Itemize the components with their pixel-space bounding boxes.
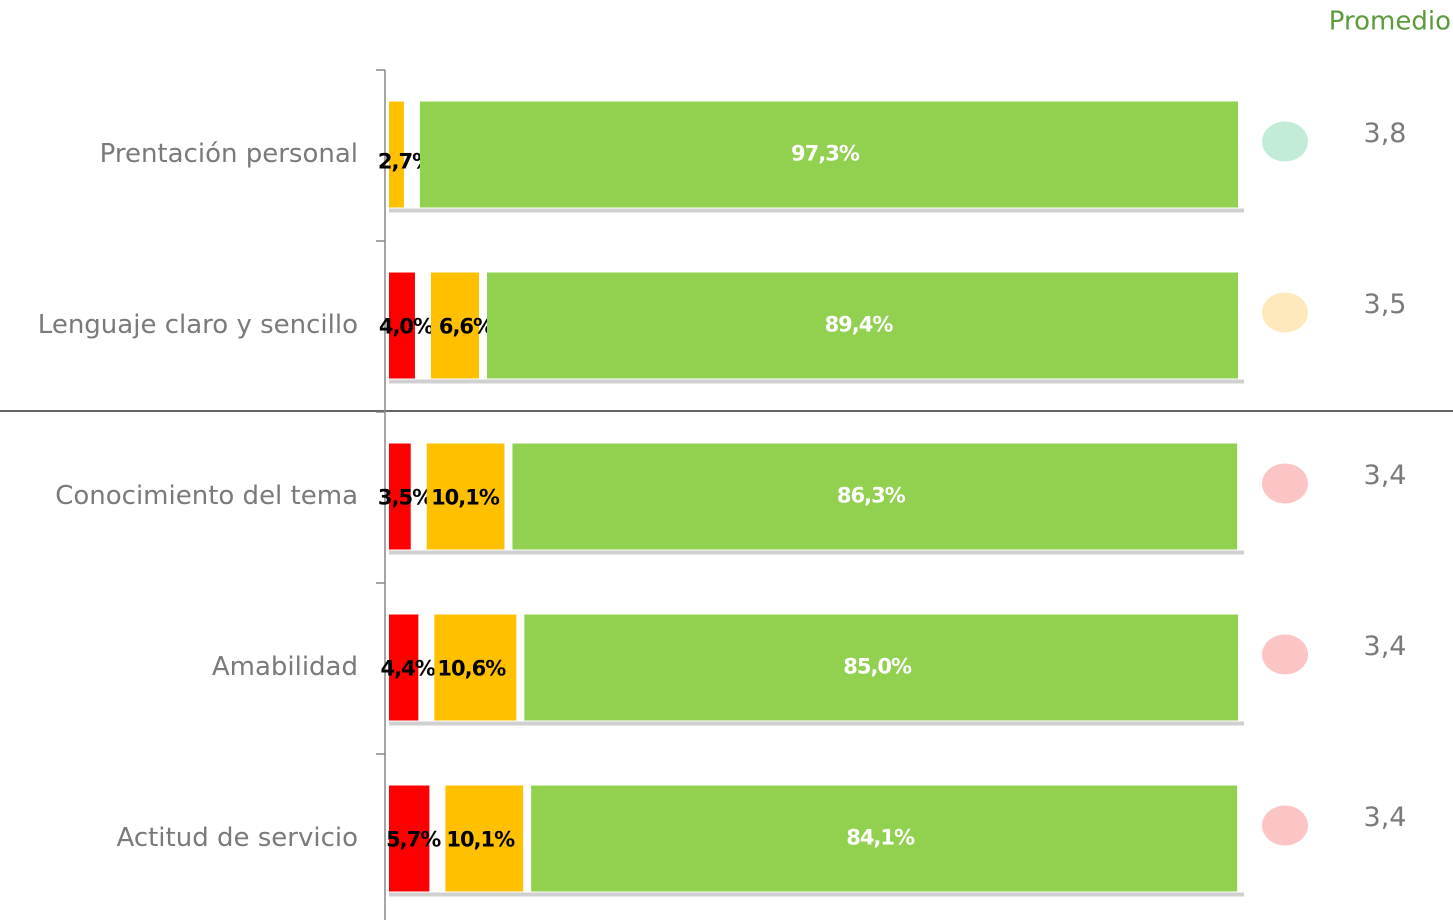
bar-segment bbox=[419, 101, 1239, 208]
bar-shadow bbox=[389, 208, 1244, 213]
bar-segment bbox=[389, 785, 430, 892]
value-label: 6,6% bbox=[439, 315, 494, 339]
category-label: Amabilidad bbox=[212, 652, 358, 682]
average-value: 3,8 bbox=[1364, 118, 1407, 149]
value-label: 10,6% bbox=[437, 657, 506, 681]
bar-segment bbox=[430, 272, 479, 379]
value-label: 10,1% bbox=[446, 828, 515, 852]
value-label: 5,7% bbox=[386, 828, 441, 852]
bar-shadow bbox=[389, 721, 1244, 726]
value-label: 89,4% bbox=[825, 313, 894, 337]
average-dot bbox=[1262, 805, 1308, 846]
average-dot bbox=[1262, 292, 1308, 333]
bar-segment bbox=[434, 614, 517, 721]
bar-segment bbox=[389, 272, 415, 379]
bar-shadow bbox=[389, 379, 1244, 384]
value-label: 4,4% bbox=[381, 657, 436, 681]
bar-segment bbox=[389, 614, 419, 721]
value-label: 3,5% bbox=[378, 486, 433, 510]
bar-segment bbox=[389, 101, 404, 208]
category-label: Lenguaje claro y sencillo bbox=[38, 310, 358, 340]
category-label: Actitud de servicio bbox=[116, 823, 358, 853]
bar-segment bbox=[531, 785, 1238, 892]
bar-shadow bbox=[389, 550, 1244, 555]
average-value: 3,4 bbox=[1364, 460, 1407, 491]
average-value: 3,4 bbox=[1364, 802, 1407, 833]
category-label: Conocimiento del tema bbox=[55, 481, 358, 511]
bar-segment bbox=[512, 443, 1238, 550]
average-dot bbox=[1262, 121, 1308, 162]
bar-segment bbox=[389, 443, 411, 550]
value-label: 85,0% bbox=[843, 655, 912, 679]
bar-segment bbox=[486, 272, 1238, 379]
value-label: 84,1% bbox=[846, 826, 915, 850]
average-value: 3,4 bbox=[1364, 631, 1407, 662]
average-dot bbox=[1262, 463, 1308, 504]
bar-segment bbox=[426, 443, 505, 550]
value-label: 10,1% bbox=[431, 486, 500, 510]
bar-segment bbox=[445, 785, 524, 892]
value-label: 86,3% bbox=[837, 484, 906, 508]
value-label: 4,0% bbox=[379, 315, 434, 339]
category-label: Prentación personal bbox=[100, 139, 358, 169]
bar-segment bbox=[524, 614, 1238, 721]
value-label: 97,3% bbox=[791, 142, 860, 166]
bar-shadow bbox=[389, 892, 1244, 897]
average-title: Promedio bbox=[1329, 7, 1451, 37]
average-dot bbox=[1262, 634, 1308, 675]
average-value: 3,5 bbox=[1364, 289, 1407, 320]
